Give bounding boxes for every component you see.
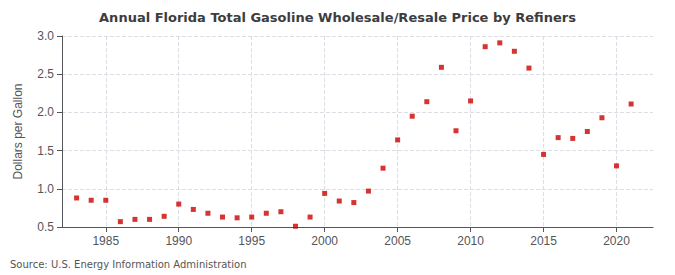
svg-text:1.5: 1.5 [37, 144, 54, 158]
svg-text:2000: 2000 [311, 234, 338, 248]
svg-text:1995: 1995 [238, 234, 265, 248]
svg-text:2020: 2020 [603, 234, 630, 248]
svg-text:2010: 2010 [457, 234, 484, 248]
svg-text:Annual Florida Total Gasoline: Annual Florida Total Gasoline Wholesale/… [99, 10, 576, 25]
svg-text:Dollars per Gallon: Dollars per Gallon [11, 83, 25, 179]
svg-text:1990: 1990 [165, 234, 192, 248]
svg-text:2015: 2015 [530, 234, 557, 248]
svg-text:1.0: 1.0 [37, 182, 54, 196]
svg-text:3.0: 3.0 [37, 29, 54, 43]
svg-text:2005: 2005 [384, 234, 411, 248]
svg-text:0.5: 0.5 [37, 220, 54, 234]
svg-text:2.5: 2.5 [37, 67, 54, 81]
svg-text:1985: 1985 [92, 234, 119, 248]
svg-text:2.0: 2.0 [37, 105, 54, 119]
svg-text:Source: U.S. Energy Informatio: Source: U.S. Energy Information Administ… [10, 259, 247, 270]
